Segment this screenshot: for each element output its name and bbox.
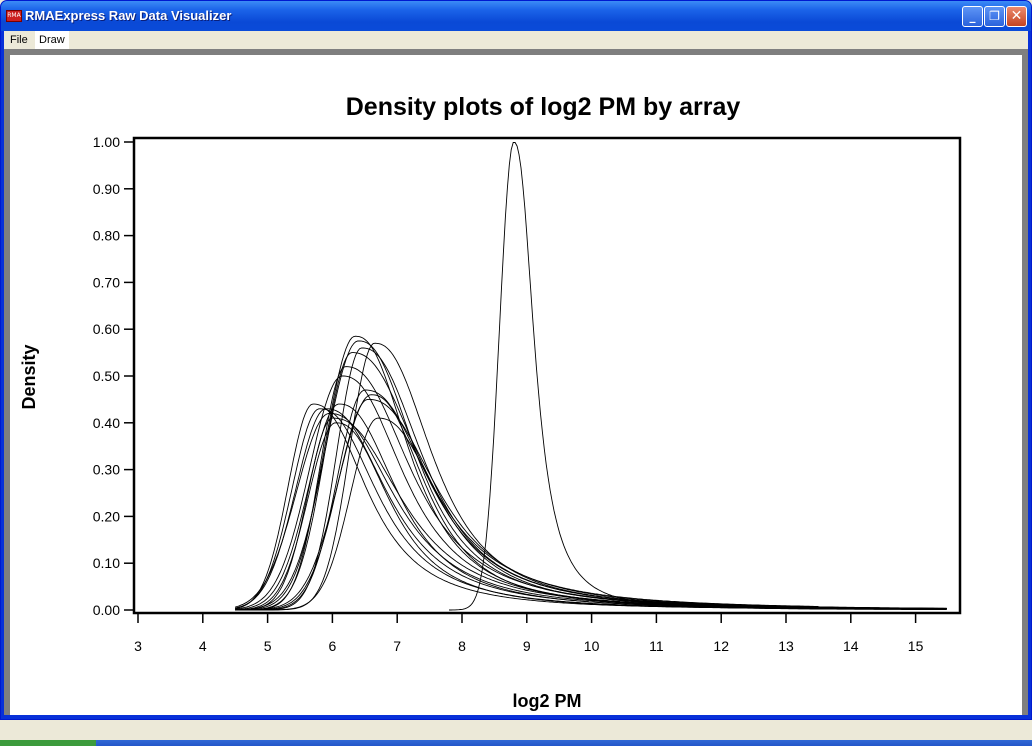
density-curve-3: [235, 408, 947, 610]
y-tick-label: 0.30: [93, 462, 120, 478]
x-tick-label: 4: [199, 638, 207, 654]
menu-file[interactable]: File: [10, 34, 28, 46]
menu-bar: File Draw: [4, 31, 1028, 49]
density-curve-19: [449, 142, 947, 611]
y-tick-label: 0.60: [93, 321, 120, 337]
x-tick-label: 11: [649, 638, 664, 654]
plot-frame: [132, 136, 962, 615]
y-tick-label: 0.20: [93, 508, 120, 524]
x-tick-label: 3: [134, 638, 142, 654]
taskbar: [0, 720, 1032, 746]
menu-draw[interactable]: Draw: [35, 31, 69, 49]
density-curve-5: [235, 417, 947, 611]
x-tick-label: 7: [393, 638, 401, 654]
x-tick-label: 6: [329, 638, 337, 654]
density-curve-7: [235, 403, 819, 610]
x-tick-label: 9: [523, 638, 531, 654]
y-tick-label: 0.80: [93, 228, 120, 244]
density-chart: Density plots of log2 PM by array 0.000.…: [19, 93, 962, 711]
x-tick-label: 14: [843, 638, 859, 654]
density-curve-15: [235, 398, 947, 611]
plot-canvas: Density plots of log2 PM by array 0.00 0.…: [10, 55, 1022, 715]
x-tick-label: 15: [908, 638, 924, 654]
restore-button[interactable]: ❐: [984, 6, 1005, 27]
y-tick-label: 0.50: [93, 368, 120, 384]
plot-area-frame: Density plots of log2 PM by array 0.00 0.…: [4, 49, 1028, 715]
x-tick-label: 12: [713, 638, 729, 654]
x-tick-label: 13: [778, 638, 794, 654]
density-curve-16: [235, 394, 819, 611]
title-bar[interactable]: RMA RMAExpress Raw Data Visualizer _ ❐ ✕: [1, 1, 1031, 31]
y-tick-label: 1.00: [93, 134, 120, 150]
y-tick-label: 0.40: [93, 415, 120, 431]
density-curve-17: [235, 342, 947, 611]
y-tick-label: 0.00: [93, 602, 120, 618]
minimize-button[interactable]: _: [962, 6, 983, 27]
density-curve-18: [235, 417, 947, 611]
density-curve-11: [235, 335, 947, 611]
y-tick-label: 0.70: [93, 274, 120, 290]
app-icon[interactable]: RMA: [6, 10, 22, 22]
x-axis: 3 4 5 6 7 8 9 10 11 12 13 14 15: [134, 613, 924, 654]
app-window: RMA RMAExpress Raw Data Visualizer _ ❐ ✕…: [0, 0, 1032, 720]
window-title: RMAExpress Raw Data Visualizer: [25, 8, 232, 23]
density-curve-12: [235, 340, 947, 611]
density-curve-9: [235, 366, 947, 611]
chart-title: Density plots of log2 PM by array: [346, 93, 741, 121]
density-curve-6: [235, 422, 947, 611]
close-button[interactable]: ✕: [1006, 6, 1027, 27]
density-curve-2: [235, 408, 947, 610]
y-axis: 0.00 0.10 0.20 0.30 0.40 0.50 0.60 0.70 0.80 0.90…: [93, 134, 134, 618]
density-curves: [235, 142, 947, 611]
x-tick-label: 8: [458, 638, 466, 654]
density-curve-8: [235, 375, 947, 610]
density-curve-13: [235, 347, 819, 611]
x-tick-label: 10: [584, 638, 600, 654]
y-axis-label: Density: [19, 344, 39, 409]
start-button[interactable]: [0, 740, 96, 746]
x-axis-label: log2 PM: [512, 691, 581, 711]
taskbar-strip: [0, 740, 1032, 746]
y-tick-label: 0.90: [93, 181, 120, 197]
density-curve-10: [235, 352, 819, 611]
y-tick-label: 0.10: [93, 555, 120, 571]
x-tick-label: 5: [264, 638, 272, 654]
